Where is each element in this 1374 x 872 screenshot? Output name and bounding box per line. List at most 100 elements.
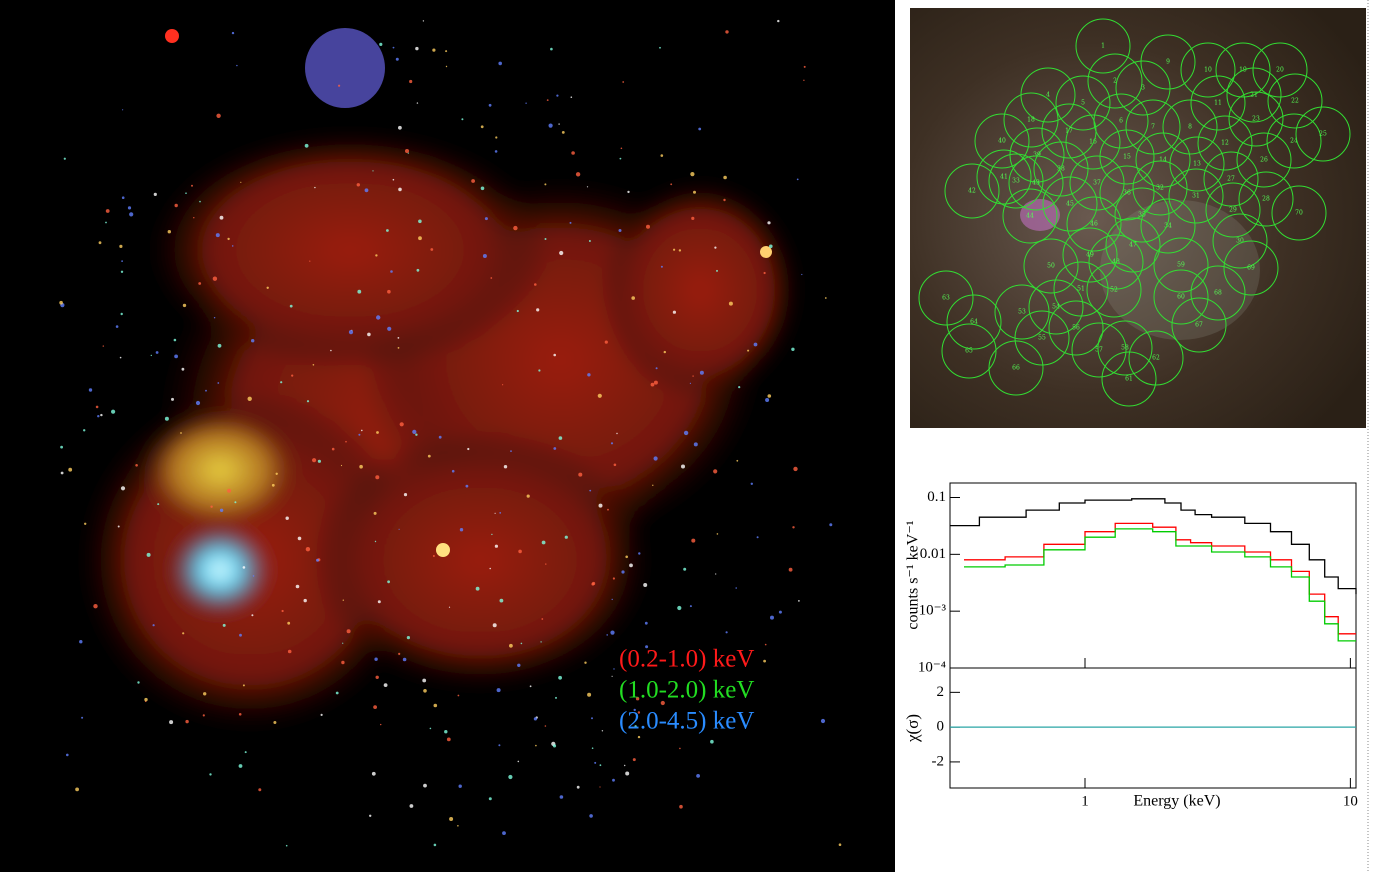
speckle-dot	[536, 308, 539, 311]
speckle-dot	[430, 728, 432, 730]
speckle-dot	[525, 103, 526, 104]
speckle-dot	[93, 604, 97, 608]
speckle-dot	[547, 99, 549, 101]
speckle-dot	[716, 270, 718, 272]
speckle-dot	[403, 658, 407, 662]
speckle-dot	[239, 634, 242, 637]
speckle-dot	[508, 775, 512, 779]
speckle-dot	[789, 568, 793, 572]
speckle-dot	[79, 640, 82, 643]
speckle-dot	[549, 124, 553, 128]
speckle-dot	[638, 736, 640, 738]
speckle-dot	[723, 199, 725, 201]
region-label: 69	[1247, 265, 1255, 272]
speckle-dot	[347, 629, 351, 633]
speckle-dot	[121, 486, 125, 490]
speckle-dot	[423, 20, 424, 21]
speckle-dot	[829, 523, 832, 526]
speckle-dot	[369, 815, 371, 817]
speckle-dot	[60, 446, 63, 449]
speckle-dot	[398, 126, 402, 130]
speckle-dot	[434, 704, 438, 708]
speckle-dot	[168, 230, 171, 233]
speckle-dot	[137, 681, 139, 683]
speckle-dot	[614, 464, 617, 467]
speckle-dot	[518, 761, 520, 763]
speckle-dot	[460, 528, 463, 531]
region-label: 55	[1038, 335, 1046, 342]
speckle-dot	[599, 504, 603, 508]
region-label: 25	[1319, 131, 1327, 138]
speckle-dot	[321, 714, 323, 716]
speckle-dot	[121, 313, 123, 315]
speckle-dot	[96, 406, 99, 409]
speckle-dot	[240, 182, 241, 183]
speckle-dot	[121, 260, 123, 262]
speckle-dot	[128, 206, 131, 209]
speckle-dot	[545, 238, 547, 240]
speckle-dot	[612, 676, 613, 677]
speckle-dot	[287, 622, 290, 625]
region-label: 39	[1033, 152, 1041, 159]
speckle-dot	[415, 434, 417, 436]
speckle-dot	[493, 623, 497, 627]
speckle-dot	[565, 536, 568, 539]
speckle-dot	[147, 553, 151, 557]
speckle-dot	[535, 745, 537, 747]
speckle-dot	[374, 512, 377, 515]
region-label: 10	[1204, 67, 1212, 74]
speckle-dot	[545, 725, 547, 727]
speckle-dot	[156, 351, 159, 354]
speckle-dot	[825, 297, 827, 299]
speckle-dot	[312, 458, 316, 462]
speckle-dot	[495, 150, 498, 153]
speckle-dot	[306, 547, 310, 551]
region-label: 27	[1227, 176, 1235, 183]
speckle-dot	[153, 624, 155, 626]
speckle-dot	[502, 831, 506, 835]
speckle-dot	[307, 400, 309, 402]
figure: (0.2-1.0) keV (1.0-2.0) keV (2.0-4.5) ke…	[0, 0, 1374, 872]
speckle-dot	[513, 226, 517, 230]
speckle-dot	[646, 225, 650, 229]
speckle-dot	[272, 484, 275, 487]
model-line	[950, 499, 1356, 594]
speckle-dot	[498, 744, 500, 746]
xray-source	[165, 29, 179, 43]
speckle-dot	[119, 245, 122, 248]
region-label: 67	[1195, 322, 1203, 329]
speckle-dot	[738, 386, 740, 388]
region-label: 15	[1123, 154, 1131, 161]
region-label: 33	[1012, 178, 1020, 185]
speckle-dot	[121, 271, 123, 273]
speckle-dot	[560, 795, 564, 799]
region-label: 17	[1065, 128, 1073, 135]
speckle-dot	[118, 526, 120, 528]
speckle-dot	[485, 217, 488, 220]
speckle-dot	[545, 563, 546, 564]
speckle-dot	[801, 274, 802, 275]
speckle-dot	[587, 373, 590, 376]
speckle-dot	[309, 261, 310, 262]
speckle-dot	[690, 605, 692, 607]
speckle-dot	[304, 599, 307, 602]
speckle-dot	[157, 503, 159, 505]
speckle-dot	[236, 65, 237, 66]
speckle-dot	[517, 310, 519, 312]
region-label: 49	[1086, 252, 1094, 259]
speckle-dot	[376, 315, 380, 319]
speckle-dot	[239, 713, 242, 716]
speckle-dot	[220, 509, 223, 512]
speckle-dot	[713, 469, 717, 473]
speckle-dot	[393, 179, 395, 181]
x-tick-label: 10	[1343, 793, 1358, 809]
speckle-dot	[447, 738, 451, 742]
speckle-dot	[467, 448, 469, 450]
speckle-dot	[504, 465, 507, 468]
speckle-dot	[612, 599, 613, 600]
speckle-dot	[75, 788, 79, 792]
legend-band: (1.0-2.0) keV	[619, 677, 754, 704]
speckle-dot	[341, 661, 344, 664]
speckle-dot	[613, 577, 615, 579]
speckle-dot	[754, 343, 758, 347]
